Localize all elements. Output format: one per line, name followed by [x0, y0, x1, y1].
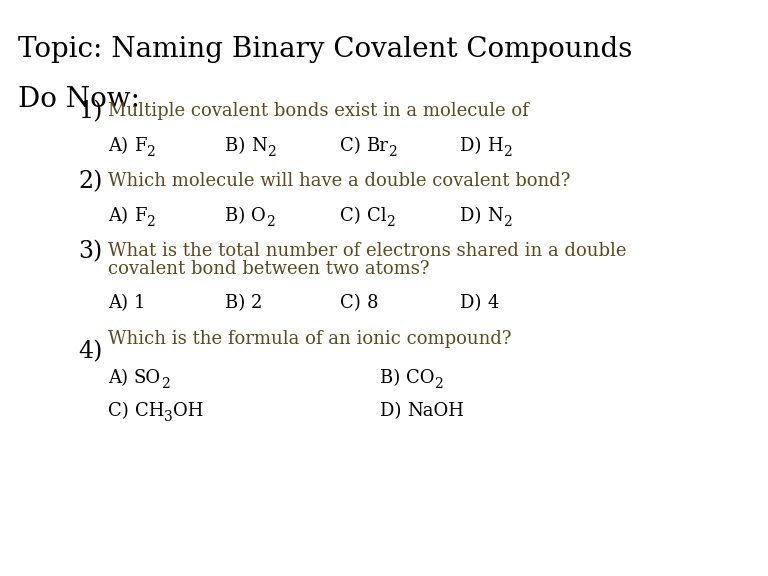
Text: 3: 3 — [164, 410, 173, 423]
Text: N: N — [487, 207, 503, 225]
Text: 2): 2) — [78, 170, 102, 193]
Text: A): A) — [108, 137, 134, 155]
Text: 2: 2 — [503, 214, 511, 229]
Text: B): B) — [225, 294, 251, 312]
Text: D): D) — [460, 294, 487, 312]
Text: CO: CO — [406, 369, 435, 387]
Text: A): A) — [108, 369, 134, 387]
Text: 2: 2 — [266, 214, 274, 229]
Text: 4: 4 — [487, 294, 498, 312]
Text: 1): 1) — [78, 100, 102, 123]
Text: 8: 8 — [366, 294, 378, 312]
Text: A): A) — [108, 207, 134, 225]
Text: 2: 2 — [503, 145, 511, 158]
Text: 1: 1 — [134, 294, 145, 312]
Text: B): B) — [225, 207, 251, 225]
Text: covalent bond between two atoms?: covalent bond between two atoms? — [108, 260, 429, 278]
Text: N: N — [251, 137, 266, 155]
Text: F: F — [134, 207, 146, 225]
Text: Multiple covalent bonds exist in a molecule of: Multiple covalent bonds exist in a molec… — [108, 102, 528, 120]
Text: C): C) — [340, 294, 366, 312]
Text: 2: 2 — [146, 214, 155, 229]
Text: What is the total number of electrons shared in a double: What is the total number of electrons sh… — [108, 242, 627, 260]
Text: 4): 4) — [78, 340, 102, 363]
Text: 2: 2 — [435, 377, 443, 391]
Text: C): C) — [340, 137, 366, 155]
Text: Br: Br — [366, 137, 389, 155]
Text: D): D) — [460, 137, 487, 155]
Text: Which is the formula of an ionic compound?: Which is the formula of an ionic compoun… — [108, 330, 511, 348]
Text: SO: SO — [134, 369, 161, 387]
Text: OH: OH — [173, 402, 203, 420]
Text: NaOH: NaOH — [407, 402, 464, 420]
Text: Topic: Naming Binary Covalent Compounds: Topic: Naming Binary Covalent Compounds — [18, 36, 632, 63]
Text: 2: 2 — [161, 377, 170, 391]
Text: D): D) — [460, 207, 487, 225]
Text: H: H — [487, 137, 503, 155]
Text: 2: 2 — [389, 145, 397, 158]
Text: A): A) — [108, 294, 134, 312]
Text: O: O — [251, 207, 266, 225]
Text: Which molecule will have a double covalent bond?: Which molecule will have a double covale… — [108, 172, 571, 190]
Text: 2: 2 — [386, 214, 395, 229]
Text: 3): 3) — [78, 240, 102, 263]
Text: Do Now:: Do Now: — [18, 86, 140, 113]
Text: 2: 2 — [266, 145, 276, 158]
Text: B): B) — [225, 137, 251, 155]
Text: 2: 2 — [146, 145, 155, 158]
Text: C): C) — [340, 207, 366, 225]
Text: 2: 2 — [251, 294, 263, 312]
Text: F: F — [134, 137, 146, 155]
Text: B): B) — [380, 369, 406, 387]
Text: C): C) — [108, 402, 134, 420]
Text: CH: CH — [134, 402, 164, 420]
Text: D): D) — [380, 402, 407, 420]
Text: Cl: Cl — [366, 207, 386, 225]
